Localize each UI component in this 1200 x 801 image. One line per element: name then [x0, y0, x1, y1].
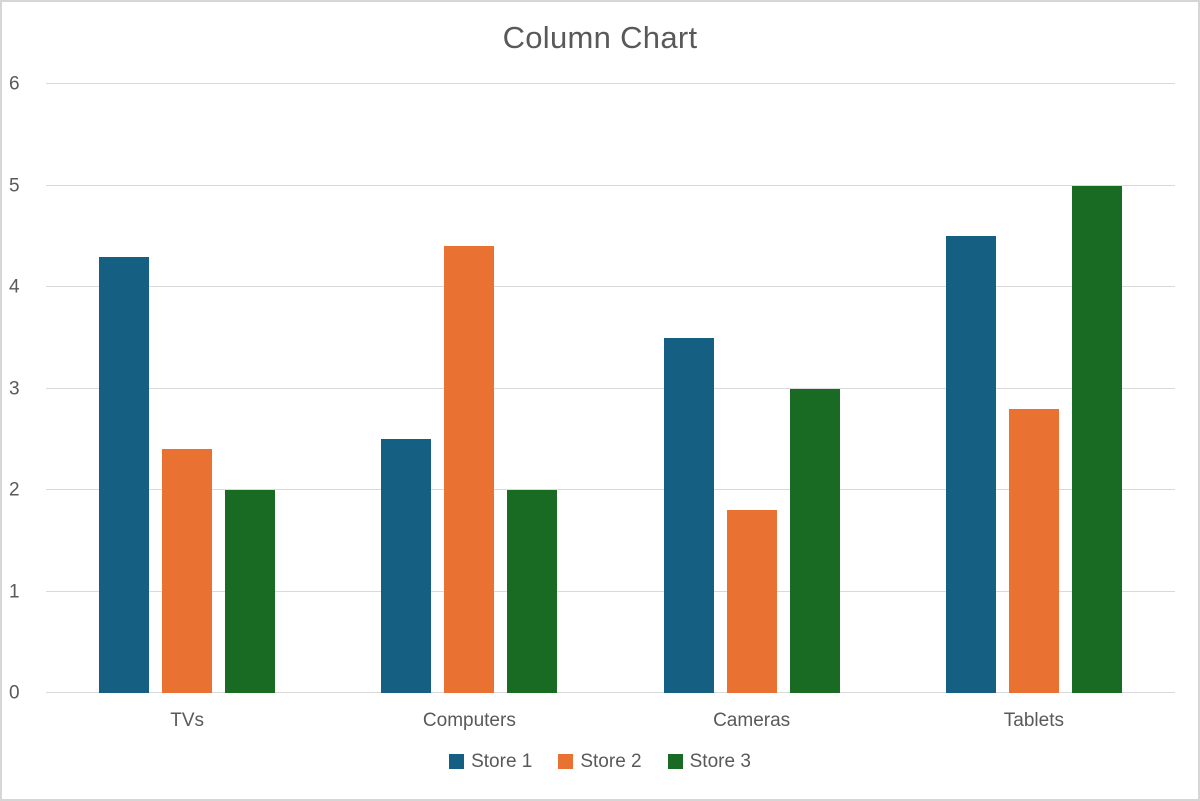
y-axis-tick-label-2: 2	[9, 479, 20, 501]
gridline-0	[46, 692, 1175, 693]
x-axis-label-tablets: Tablets	[1003, 710, 1064, 731]
bar-store-3-tvs	[225, 490, 276, 693]
legend-item-store-3: Store 3	[667, 751, 751, 772]
legend-swatch-store-2	[558, 754, 574, 769]
legend-label-store-3: Store 3	[689, 751, 751, 772]
y-axis-tick-label-5: 5	[9, 175, 20, 196]
chart-title: Column Chart	[502, 20, 698, 55]
legend-swatch-store-1	[449, 754, 465, 769]
gridline-6	[46, 83, 1175, 84]
y-axis-tick-label-3: 3	[9, 378, 20, 399]
legend-item-store-1: Store 1	[449, 752, 532, 771]
legend-swatch-store-3	[667, 754, 683, 769]
bar-group-tablets	[893, 84, 1175, 693]
gridline-4	[46, 286, 1175, 287]
x-axis-label-computers: Computers	[422, 710, 516, 731]
y-axis-tick-label-0: 0	[9, 682, 20, 704]
bar-groups	[46, 84, 1175, 693]
bar-store-1-computers	[381, 439, 432, 693]
bar-store-1-tablets	[945, 236, 996, 693]
plot-area	[46, 83, 1175, 693]
bar-group-cameras	[611, 84, 893, 693]
gridline-1	[46, 590, 1175, 592]
legend-item-store-2: Store 2	[558, 751, 642, 772]
y-axis-tick-label-1: 1	[9, 581, 20, 602]
bar-store-3-cameras	[789, 388, 840, 693]
gridline-2	[46, 489, 1175, 490]
y-axis-tick-label-6: 6	[9, 73, 20, 95]
bar-store-1-tvs	[99, 256, 150, 693]
gridline-3	[46, 387, 1175, 389]
bar-store-3-computers	[507, 490, 558, 693]
x-axis-label-cameras: Cameras	[713, 710, 791, 731]
legend: Store 1 Store 2 Store 3	[0, 752, 1200, 771]
bar-store-1-cameras	[663, 337, 714, 693]
legend-label-store-1: Store 1	[471, 751, 533, 772]
x-axis-label-tvs: TVs	[170, 710, 205, 731]
bar-store-2-tablets	[1008, 408, 1059, 693]
gridline-5	[46, 184, 1175, 186]
bar-store-2-cameras	[726, 510, 777, 693]
bar-group-tvs	[46, 84, 328, 693]
y-axis: 0 1 2 3 4 5 6	[0, 75, 45, 703]
legend-label-store-2: Store 2	[580, 751, 642, 772]
x-axis: TVs Computers Cameras Tablets	[46, 710, 1175, 732]
bar-group-computers	[328, 84, 610, 693]
bar-store-3-tablets	[1071, 185, 1122, 693]
bar-store-2-computers	[444, 246, 495, 693]
y-axis-tick-label-4: 4	[9, 276, 20, 298]
bar-store-2-tvs	[162, 449, 213, 693]
